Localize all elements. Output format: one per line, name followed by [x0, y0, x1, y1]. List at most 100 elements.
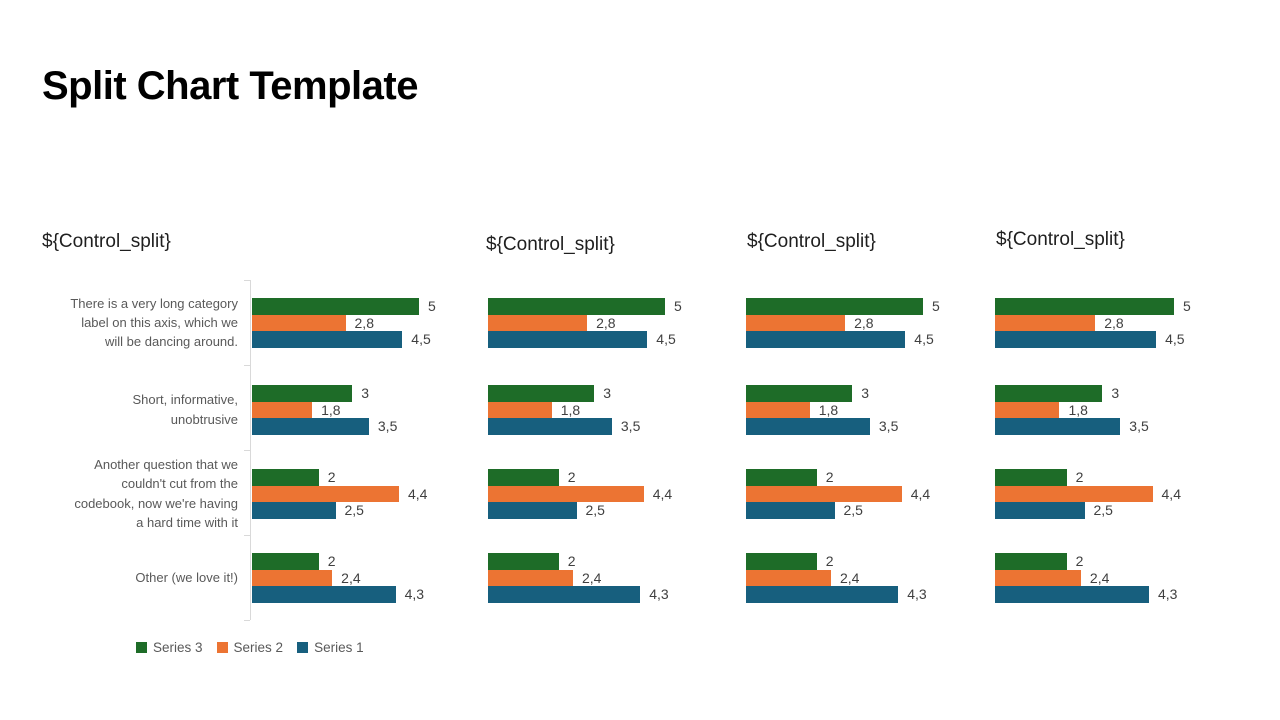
bar-value-label: 4,5: [411, 331, 431, 347]
bar-series-2: [252, 569, 333, 586]
bar-value-label: 4,3: [1157, 586, 1178, 602]
bar-series-1: [252, 586, 396, 603]
bar-series-2: [252, 314, 346, 331]
bar-series-3: [252, 385, 353, 402]
y-axis-line: [250, 280, 251, 620]
bar-series-3: [995, 298, 1174, 315]
bar-value-label: 1,8: [1068, 401, 1088, 418]
panel-title: ${Control_split}: [747, 231, 876, 252]
bar-value-label: 3: [603, 385, 611, 401]
bar-value-label: 2,5: [1093, 502, 1113, 518]
bar-series-1: [488, 586, 641, 603]
bar-series-1: [252, 418, 369, 435]
bar-series-2: [488, 401, 552, 418]
bar-value-label: 2,4: [1089, 569, 1110, 586]
legend-swatch: [216, 642, 228, 653]
bar-value-label: 4,3: [907, 586, 927, 602]
bar-series-3: [746, 385, 853, 402]
bar-series-1: [746, 586, 899, 603]
bar-series-2: [746, 401, 810, 418]
bar-series-2: [746, 485, 902, 502]
bar-value-label: 3: [861, 385, 869, 401]
bar-series-2: [746, 569, 831, 586]
bar-value-label: 4,5: [914, 331, 934, 347]
bar-value-label: 1,8: [560, 401, 581, 418]
bar-series-3: [995, 469, 1067, 486]
bar-value-label: 2,8: [1104, 314, 1124, 331]
bar-series-3: [252, 298, 419, 315]
bar-value-label: 3,5: [1129, 418, 1149, 434]
bar-series-3: [995, 553, 1067, 570]
legend-label: Series 3: [153, 640, 203, 655]
bar-value-label: 5: [674, 298, 682, 314]
bar-series-1: [995, 502, 1085, 519]
bar-series-1: [746, 418, 870, 435]
axis-tick: [244, 450, 250, 451]
bar-series-2: [995, 485, 1153, 502]
bar-value-label: 1,8: [321, 401, 341, 418]
bar-series-3: [488, 385, 595, 402]
bar-value-label: 2,4: [581, 569, 602, 586]
panel-title: ${Control_split}: [486, 234, 615, 255]
bar-value-label: 2: [825, 553, 834, 569]
bar-value-label: 2,5: [344, 502, 364, 518]
bar-series-2: [995, 314, 1096, 331]
category-label: Another question that we couldn't cut fr…: [74, 457, 238, 531]
bar-value-label: 4,4: [652, 485, 673, 502]
bar-series-1: [746, 331, 906, 348]
bar-value-label: 5: [428, 298, 436, 314]
axis-tick: [244, 365, 250, 366]
legend-item: Series 2: [216, 640, 284, 655]
axis-tick: [244, 535, 250, 536]
bar-value-label: 4,3: [649, 586, 669, 602]
bar-value-label: 4,3: [404, 586, 425, 602]
bar-series-2: [995, 569, 1081, 586]
bar-series-2: [746, 314, 846, 331]
axis-tick: [244, 280, 250, 281]
bar-value-label: 2: [1075, 553, 1084, 569]
bar-value-label: 2: [327, 469, 336, 485]
bar-value-label: 2: [1075, 469, 1084, 485]
bar-series-2: [488, 314, 588, 331]
bar-series-1: [746, 502, 835, 519]
bar-value-label: 5: [1183, 298, 1191, 314]
bar-value-label: 3: [1111, 385, 1120, 401]
bar-series-2: [488, 485, 644, 502]
bar-value-label: 2: [567, 553, 576, 569]
bar-value-label: 1,8: [818, 401, 839, 418]
bar-series-3: [252, 469, 319, 486]
bar-series-2: [252, 485, 399, 502]
bar-series-1: [995, 586, 1149, 603]
bar-series-2: [252, 401, 313, 418]
bar-value-label: 5: [932, 298, 940, 314]
bar-value-label: 4,4: [407, 485, 428, 502]
bar-value-label: 2,5: [585, 502, 605, 518]
bar-value-label: 2,8: [854, 314, 874, 331]
bar-series-1: [252, 502, 336, 519]
bar-value-label: 3,5: [620, 418, 641, 434]
bar-series-1: [488, 418, 612, 435]
bar-series-3: [746, 553, 817, 570]
bar-value-label: 4,5: [1165, 331, 1185, 347]
category-label: Other (we love it!): [135, 570, 238, 586]
legend-label: Series 1: [314, 640, 364, 655]
bar-series-2: [488, 569, 573, 586]
chart-legend: Series 3 Series 2 Series 1: [136, 640, 364, 655]
bar-value-label: 4,5: [656, 331, 676, 347]
axis-tick: [244, 620, 250, 621]
bar-value-label: 2,5: [843, 502, 863, 518]
bar-value-label: 2,4: [341, 569, 361, 586]
bar-value-label: 4,4: [1161, 485, 1181, 502]
legend-swatch: [136, 642, 147, 653]
bar-value-label: 2: [567, 469, 576, 485]
category-label: There is a very long category label on t…: [70, 295, 238, 350]
bar-series-1: [488, 331, 648, 348]
bar-series-1: [995, 418, 1121, 435]
bar-series-3: [488, 469, 559, 486]
legend-label: Series 2: [233, 640, 284, 655]
bar-series-3: [995, 385, 1103, 402]
panel-title: ${Control_split}: [42, 231, 171, 252]
page-title: Split Chart Template: [42, 64, 418, 108]
bar-series-1: [252, 331, 403, 348]
bar-series-2: [995, 401, 1060, 418]
